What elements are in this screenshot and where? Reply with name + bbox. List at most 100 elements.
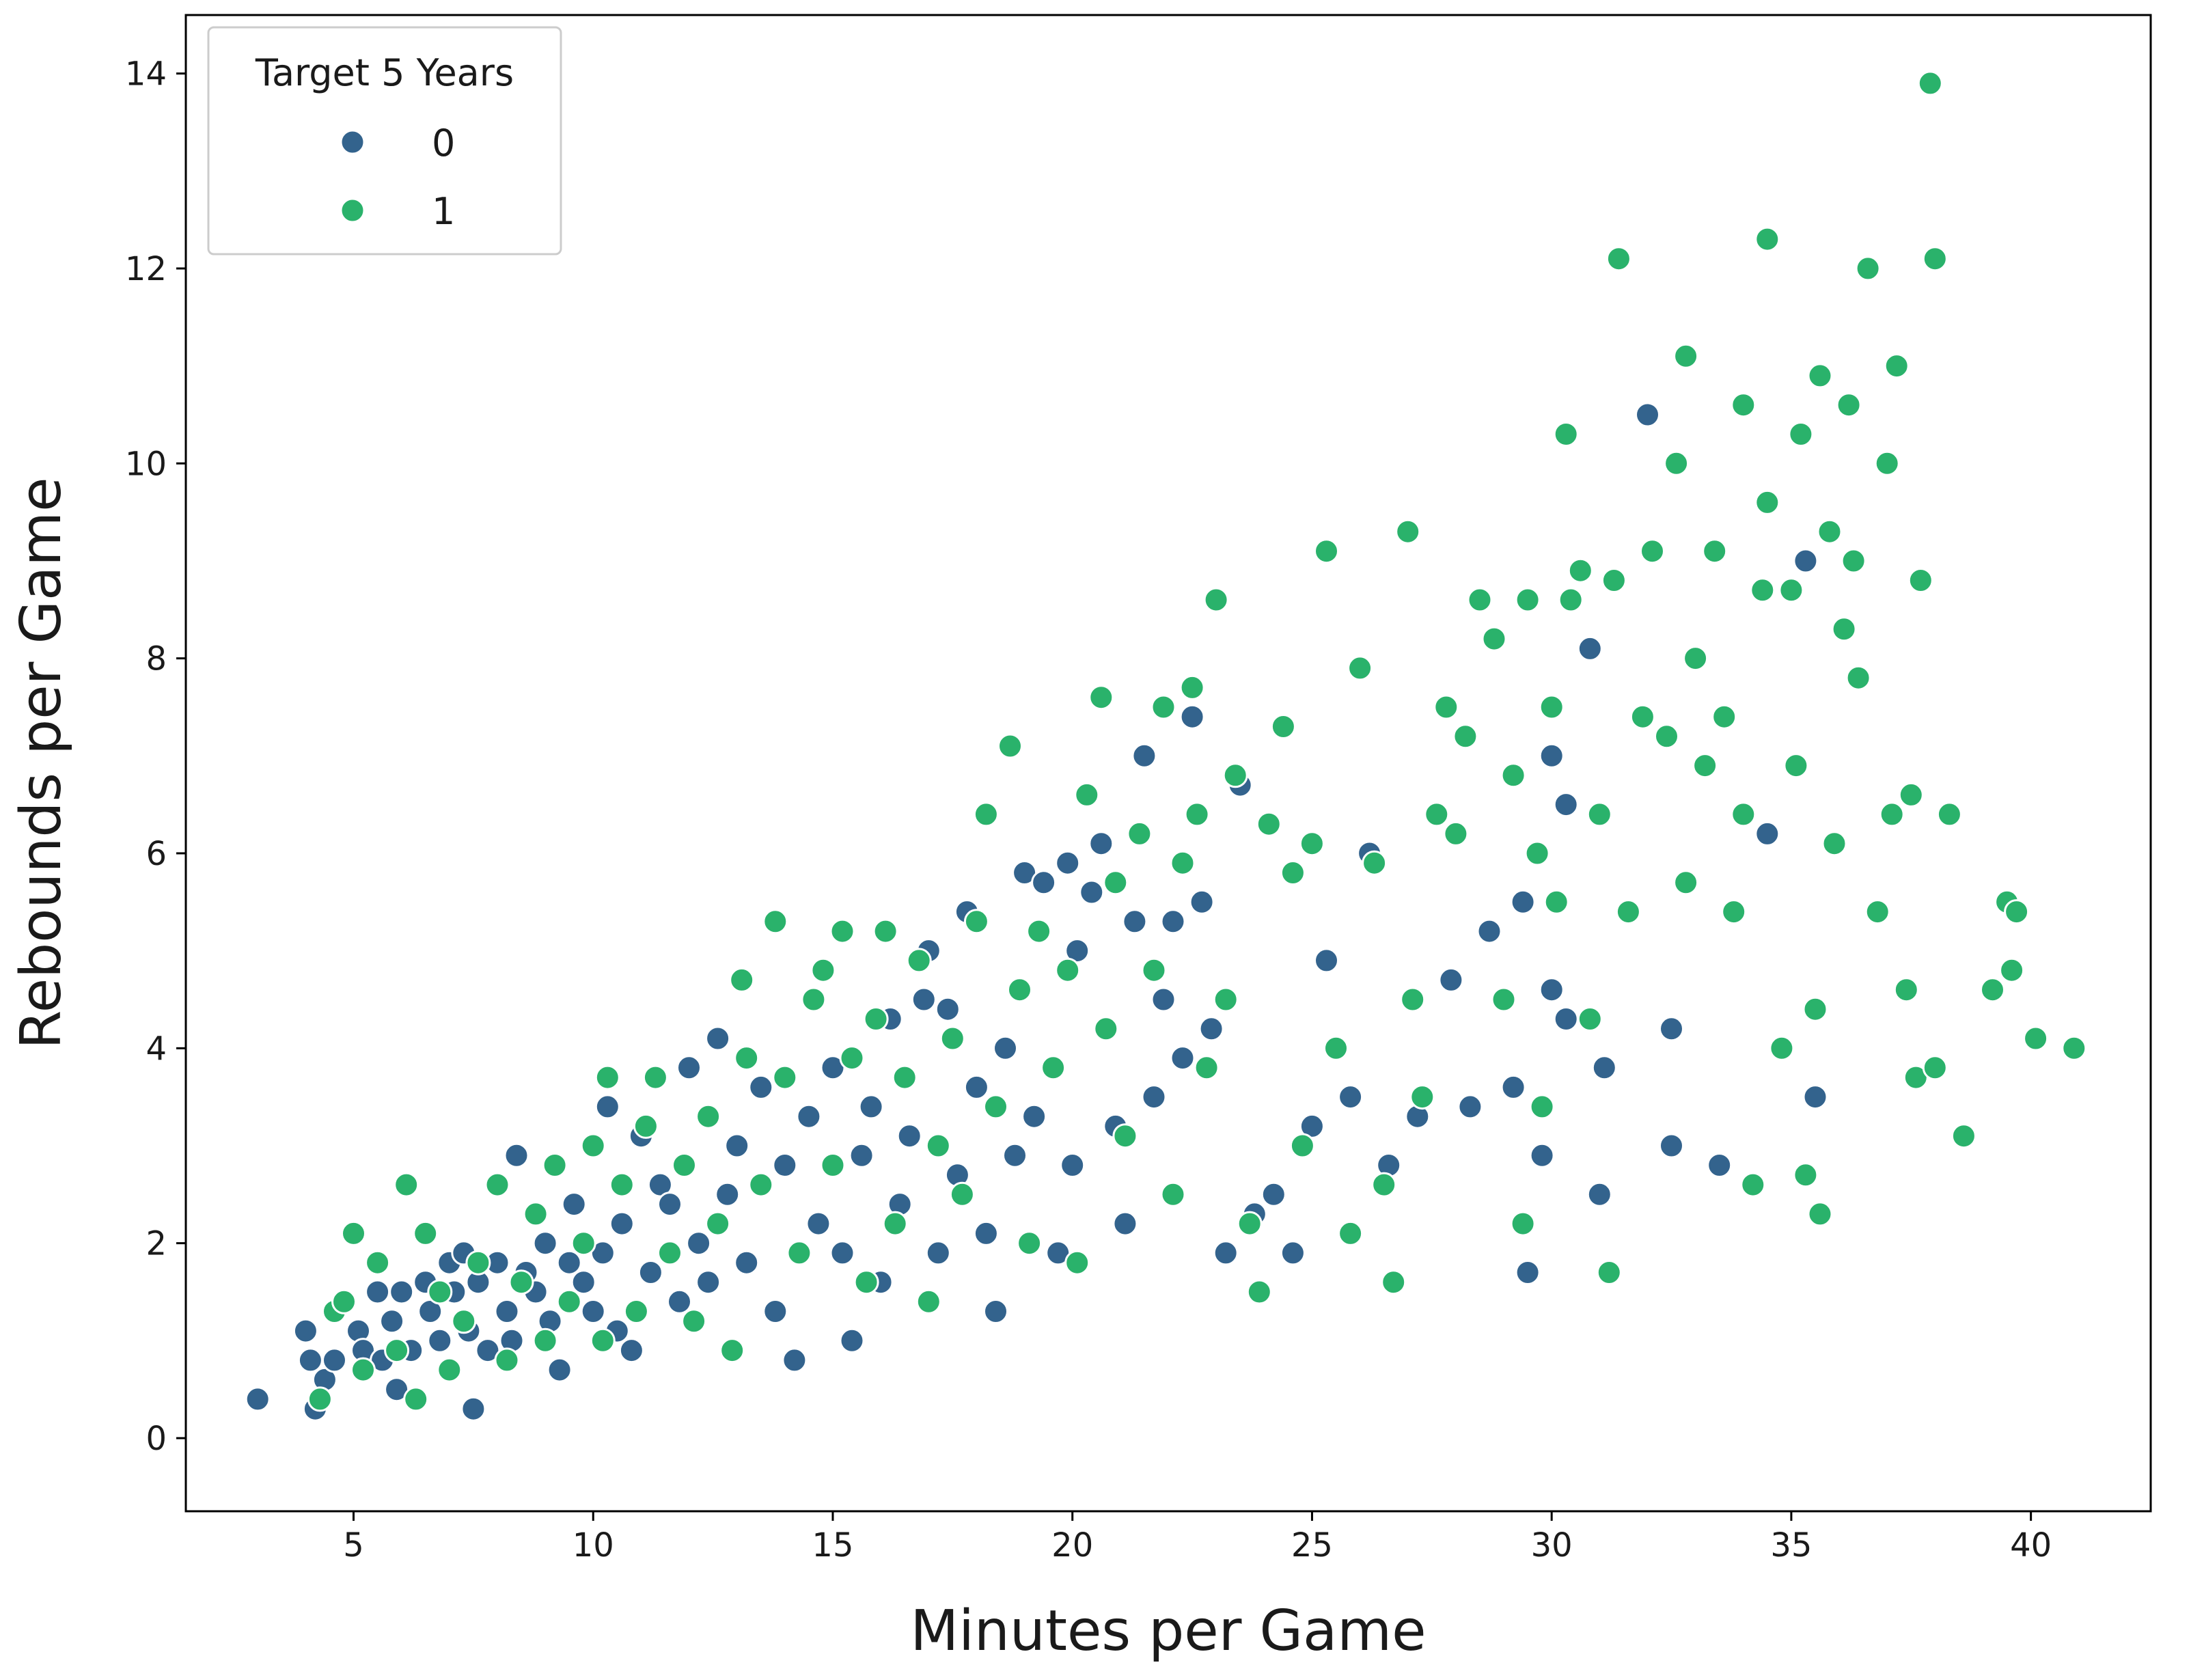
data-point [882, 1211, 908, 1237]
data-point [1922, 1055, 1948, 1081]
data-point [1088, 685, 1114, 711]
data-point [494, 1347, 520, 1373]
data-point [829, 1240, 855, 1266]
data-point [1170, 1045, 1196, 1071]
data-point [1845, 665, 1871, 691]
data-point [1246, 1279, 1272, 1305]
data-point [810, 957, 836, 983]
data-point [667, 1289, 692, 1314]
data-point [1855, 256, 1881, 281]
data-point [762, 1299, 788, 1324]
data-point [350, 1357, 376, 1383]
data-point [1457, 1094, 1483, 1120]
data-point [322, 1347, 347, 1373]
data-point [1500, 1074, 1526, 1100]
data-point [1807, 363, 1833, 389]
y-tick-label: 12 [125, 250, 167, 288]
data-point [724, 1133, 750, 1159]
data-point [853, 1269, 879, 1295]
x-tick-label: 10 [573, 1526, 614, 1565]
data-point [1338, 1084, 1364, 1110]
data-point [925, 1240, 951, 1266]
data-point [1591, 1055, 1617, 1081]
data-point [672, 1153, 697, 1178]
data-point [772, 1153, 798, 1178]
y-tick-label: 0 [146, 1420, 167, 1458]
data-point [935, 996, 961, 1022]
data-point [911, 987, 937, 1013]
data-point [748, 1074, 774, 1100]
data-point [1841, 548, 1866, 574]
data-point [1270, 714, 1296, 739]
data-point [1831, 616, 1857, 642]
data-point [1515, 1260, 1541, 1285]
data-point [427, 1327, 453, 1353]
legend-marker-1 [340, 197, 366, 223]
data-point [1821, 831, 1847, 857]
data-point [1539, 694, 1565, 720]
data-point [1864, 899, 1890, 925]
data-point [1323, 1035, 1349, 1061]
data-point [1802, 1084, 1828, 1110]
legend-label-1: 1 [432, 190, 455, 233]
data-point [1640, 538, 1665, 564]
data-point [1222, 762, 1248, 788]
data-point [1170, 850, 1196, 876]
data-point [983, 1094, 1008, 1120]
data-point [983, 1299, 1008, 1324]
data-point [1793, 548, 1819, 574]
data-point [915, 1289, 941, 1314]
data-point [1553, 422, 1579, 447]
data-point [561, 1192, 587, 1217]
data-point [570, 1269, 596, 1295]
data-point [1577, 635, 1603, 661]
data-point [1999, 957, 2025, 983]
data-point [1160, 1181, 1186, 1207]
data-point [494, 1299, 520, 1324]
data-point [1615, 899, 1641, 925]
data-point [1673, 343, 1699, 369]
data-point [508, 1269, 534, 1295]
data-point [1433, 694, 1459, 720]
x-axis-title: Minutes per Game [910, 1599, 1426, 1664]
data-point [1586, 801, 1612, 827]
data-point [1338, 1220, 1364, 1246]
data-point [1280, 1240, 1306, 1266]
data-point [1031, 870, 1057, 896]
data-point [1692, 753, 1718, 779]
data-point [1002, 1142, 1028, 1168]
data-point [1395, 519, 1421, 545]
data-point [1596, 1260, 1622, 1285]
data-point [1529, 1142, 1555, 1168]
data-point [532, 1230, 558, 1256]
data-point [1476, 918, 1502, 944]
data-point [1754, 489, 1780, 515]
data-point [1754, 821, 1780, 846]
data-point [523, 1201, 549, 1227]
data-point [1021, 1103, 1047, 1129]
data-point [1362, 850, 1388, 876]
data-point [782, 1347, 808, 1373]
data-point [341, 1220, 366, 1246]
data-point [413, 1220, 439, 1246]
data-point [1055, 850, 1081, 876]
data-point [1467, 587, 1493, 613]
data-point [1510, 889, 1536, 915]
data-point [786, 1240, 812, 1266]
data-point [504, 1142, 529, 1168]
data-point [389, 1279, 415, 1305]
y-tick-label: 14 [125, 55, 167, 94]
data-point [805, 1211, 831, 1237]
data-points-layer [245, 70, 2087, 1422]
data-point [839, 1045, 865, 1071]
legend-marker-0 [340, 129, 366, 155]
data-point [1060, 1153, 1086, 1178]
x-tick-label: 35 [1770, 1526, 1812, 1565]
data-point [532, 1327, 558, 1353]
data-point [1088, 831, 1114, 857]
data-point [858, 1094, 884, 1120]
data-point [384, 1338, 410, 1364]
data-point [762, 909, 788, 935]
data-point [1664, 450, 1690, 476]
